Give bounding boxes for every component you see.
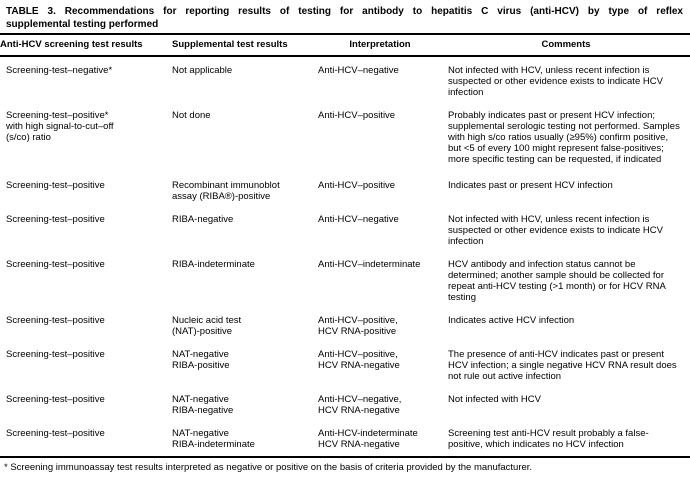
cell-interpretation: Anti-HCV–negative, HCV RNA-negative	[318, 394, 402, 416]
cell-screening-result: Screening-test–positive	[6, 394, 105, 405]
cell-screening-result: Screening-test–positive	[6, 349, 105, 360]
cell-supplemental-result: NAT-negative RIBA-negative	[172, 394, 234, 416]
cell-screening-result: Screening-test–positive	[6, 315, 105, 326]
cell-comments: Probably indicates past or present HCV i…	[448, 110, 680, 165]
cell-comments: Indicates past or present HCV infection	[448, 180, 613, 191]
cell-screening-result: Screening-test–positive* with high signa…	[6, 110, 114, 143]
cell-comments: The presence of anti-HCV indicates past …	[448, 349, 677, 382]
cell-interpretation: Anti-HCV–indeterminate	[318, 259, 421, 270]
cell-interpretation: Anti-HCV–positive, HCV RNA-negative	[318, 349, 400, 371]
header-row: Anti-HCV screening test results Suppleme…	[0, 35, 690, 57]
cell-screening-result: Screening-test–positive	[6, 428, 105, 439]
table-row: Screening-test–positive NAT-negative RIB…	[0, 394, 690, 428]
table-row: Screening-test–positive NAT-negative RIB…	[0, 428, 690, 456]
table-title: TABLE 3. Recommendations for reporting r…	[0, 0, 690, 35]
column-header-supplemental: Supplemental test results	[172, 35, 318, 57]
cell-comments: Not infected with HCV, unless recent inf…	[448, 214, 663, 247]
table-row: Screening-test–positive* with high signa…	[0, 110, 690, 180]
table-row: Screening-test–negative* Not applicable …	[0, 56, 690, 110]
cell-comments: HCV antibody and infection status cannot…	[448, 259, 666, 303]
column-header-interpretation: Interpretation	[318, 35, 448, 57]
cell-supplemental-result: Not applicable	[172, 65, 233, 76]
cell-screening-result: Screening-test–positive	[6, 259, 105, 270]
table-title-line2: supplemental testing performed	[6, 19, 159, 30]
table-row: Screening-test–positive RIBA-indetermina…	[0, 259, 690, 315]
table-title-line1: TABLE 3. Recommendations for reporting r…	[6, 6, 683, 17]
cell-supplemental-result: NAT-negative RIBA-positive	[172, 349, 230, 371]
column-header-screening: Anti-HCV screening test results	[0, 35, 172, 57]
cell-supplemental-result: NAT-negative RIBA-indeterminate	[172, 428, 255, 450]
cell-interpretation: Anti-HCV–negative	[318, 65, 399, 76]
cell-interpretation: Anti-HCV–positive	[318, 180, 396, 191]
cell-supplemental-result: RIBA-indeterminate	[172, 259, 255, 270]
cell-supplemental-result: RIBA-negative	[172, 214, 234, 225]
cell-comments: Not infected with HCV	[448, 394, 541, 405]
column-header-comments: Comments	[448, 35, 690, 57]
cell-interpretation: Anti-HCV–positive, HCV RNA-positive	[318, 315, 398, 337]
table-footnote: * Screening immunoassay test results int…	[0, 456, 690, 473]
cell-screening-result: Screening-test–positive	[6, 214, 105, 225]
cell-comments: Indicates active HCV infection	[448, 315, 575, 326]
cell-supplemental-result: Recombinant immunoblot assay (RIBA®)-pos…	[172, 180, 280, 202]
cell-screening-result: Screening-test–negative*	[6, 65, 113, 76]
table-row: Screening-test–positive Recombinant immu…	[0, 180, 690, 214]
cell-interpretation: Anti-HCV–positive	[318, 110, 396, 121]
cell-supplemental-result: Nucleic acid test (NAT)-positive	[172, 315, 242, 337]
cell-interpretation: Anti-HCV–negative	[318, 214, 399, 225]
cell-comments: Not infected with HCV, unless recent inf…	[448, 65, 663, 98]
cell-interpretation: Anti-HCV-indeterminate HCV RNA-negative	[318, 428, 418, 450]
recommendations-table: Anti-HCV screening test results Suppleme…	[0, 35, 690, 456]
cell-screening-result: Screening-test–positive	[6, 180, 105, 191]
cell-supplemental-result: Not done	[172, 110, 211, 121]
table-row: Screening-test–positive RIBA-negative An…	[0, 214, 690, 259]
cell-comments: Screening test anti-HCV result probably …	[448, 428, 649, 450]
table-row: Screening-test–positive Nucleic acid tes…	[0, 315, 690, 349]
table-row: Screening-test–positive NAT-negative RIB…	[0, 349, 690, 394]
